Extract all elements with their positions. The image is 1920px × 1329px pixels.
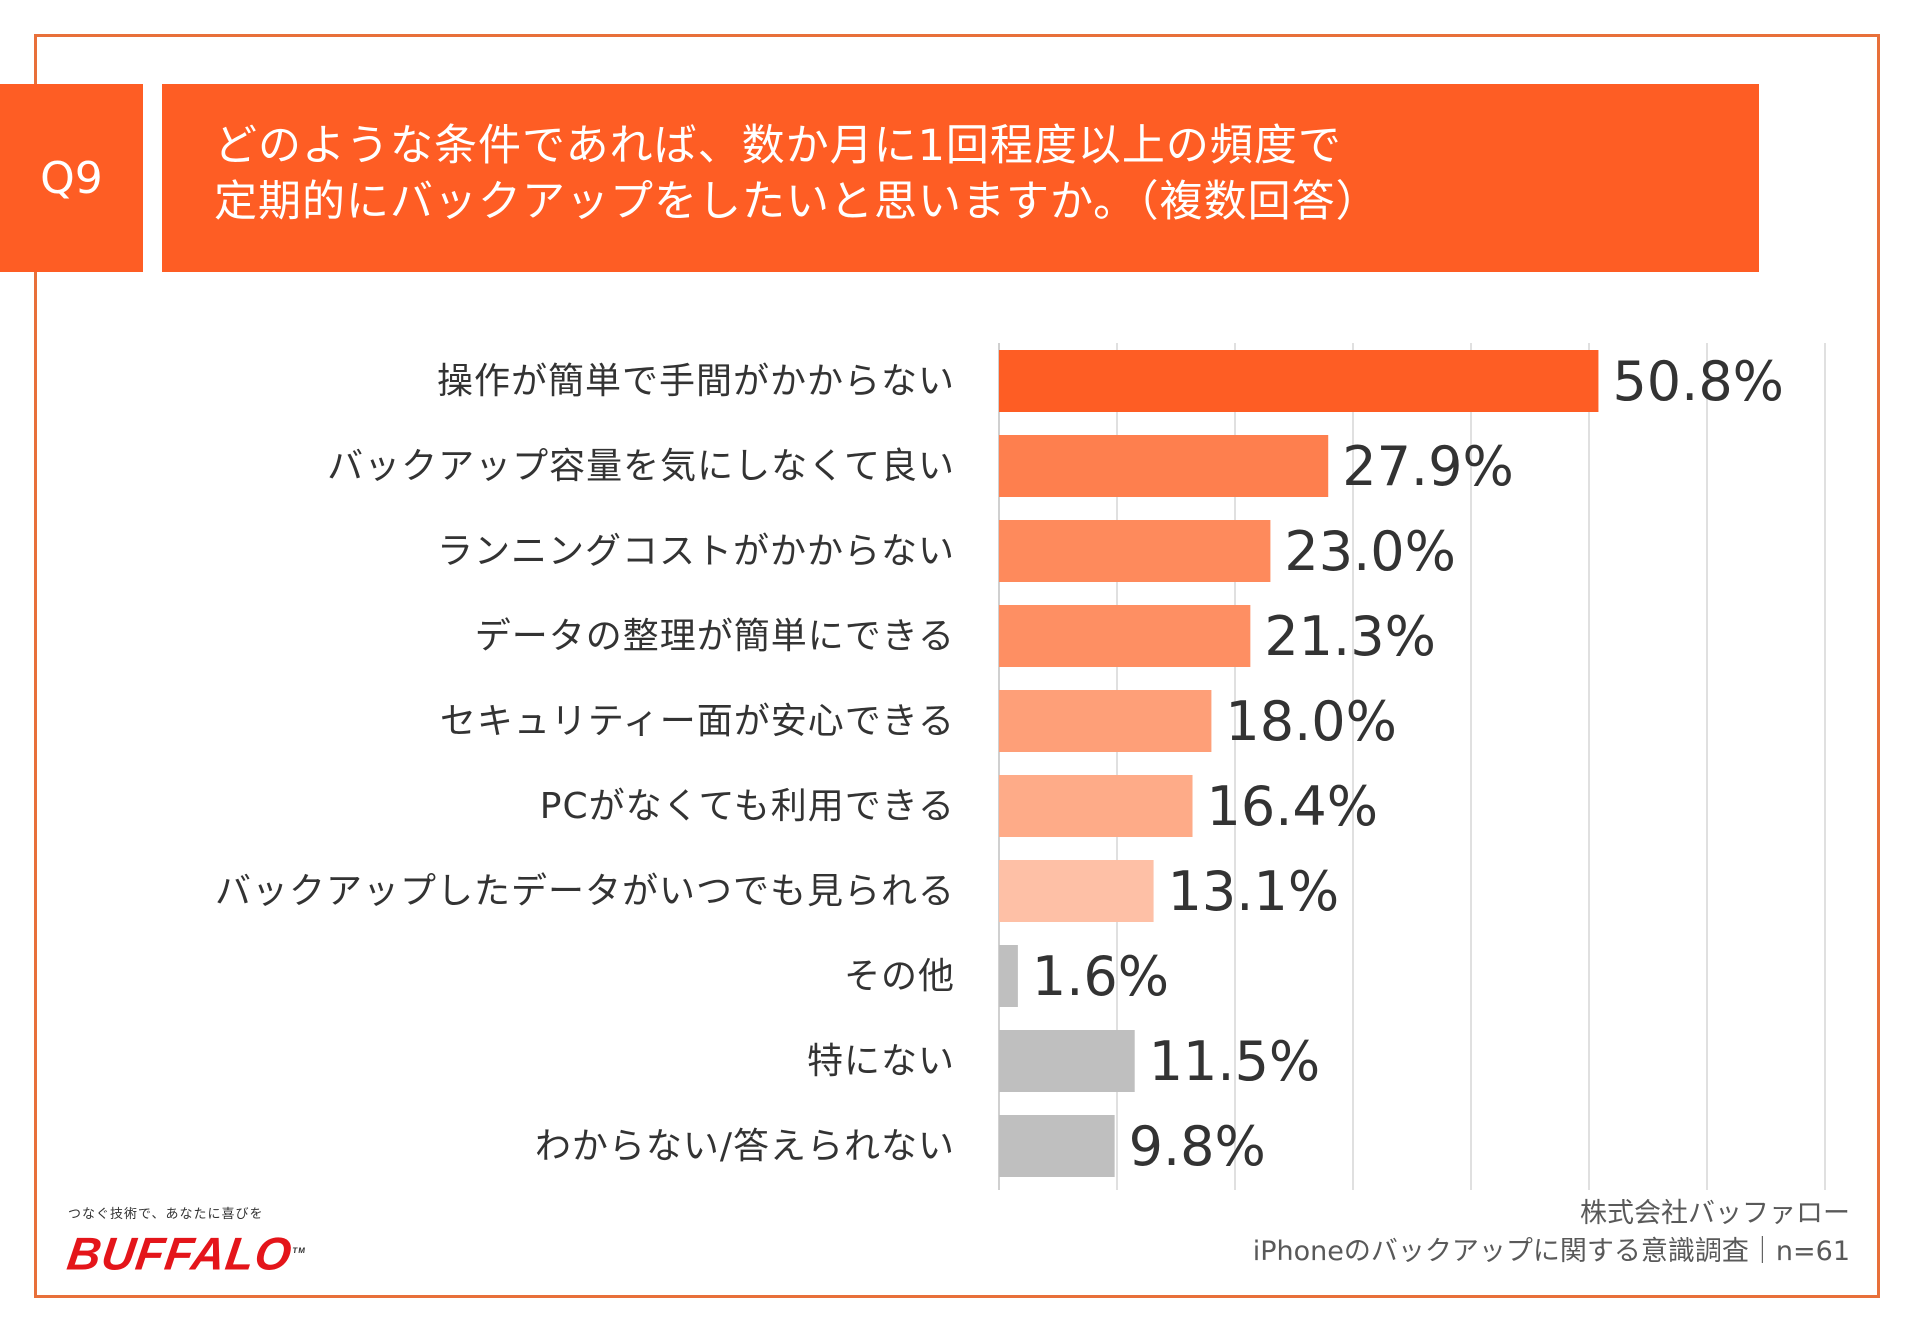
slide-frame — [34, 34, 1880, 1298]
category-label: ランニングコストがかからない — [437, 531, 955, 572]
data-label: 23.0% — [1284, 520, 1456, 583]
question-title: どのような条件であれば、数か月に1回程度以上の頻度で 定期的にバックアップをした… — [162, 84, 1759, 272]
data-label: 18.0% — [1225, 690, 1397, 753]
bar — [999, 435, 1329, 497]
source-company: 株式会社バッファロー — [1580, 1198, 1850, 1229]
question-line-1: どのような条件であれば、数か月に1回程度以上の頻度で — [214, 121, 1342, 171]
data-label: 1.6% — [1032, 945, 1169, 1008]
bar — [999, 775, 1193, 837]
category-label: セキュリティー面が安心できる — [440, 701, 955, 742]
brand-tagline: つなぐ技術で、あなたに喜びを — [68, 1207, 264, 1222]
question-number: Q9 — [40, 152, 103, 204]
trademark-mark: TM — [291, 1246, 307, 1255]
buffalo-logo: BUFFALOTM — [64, 1227, 310, 1280]
question-number-badge: Q9 — [0, 84, 143, 272]
bar — [999, 860, 1154, 922]
bar — [999, 1030, 1135, 1092]
category-label: 操作が簡単で手間がかからない — [437, 361, 955, 402]
data-label: 11.5% — [1149, 1030, 1321, 1093]
buffalo-logo-text: BUFFALO — [64, 1227, 296, 1280]
data-label: 21.3% — [1264, 605, 1436, 668]
data-label: 9.8% — [1129, 1115, 1266, 1178]
bar — [999, 1115, 1115, 1177]
category-label: その他 — [844, 956, 955, 997]
category-label: わからない/答えられない — [535, 1126, 955, 1167]
source-note: 株式会社バッファロー iPhoneのバックアップに関する意識調査｜n=61 — [1253, 1195, 1850, 1271]
bar — [999, 945, 1018, 1007]
category-label: PCがなくても利用できる — [540, 786, 955, 827]
category-label: 特にない — [807, 1041, 955, 1082]
category-label: データの整理が簡単にできる — [475, 616, 955, 657]
buffalo-brand: つなぐ技術で、あなたに喜びを BUFFALOTM — [64, 1203, 306, 1279]
data-label: 13.1% — [1168, 860, 1340, 923]
bar — [999, 350, 1599, 412]
question-line-2: 定期的にバックアップをしたいと思いますか。（複数回答） — [214, 177, 1380, 227]
source-survey: iPhoneのバックアップに関する意識調査｜n=61 — [1252, 1236, 1850, 1267]
bar — [999, 520, 1271, 582]
data-label: 16.4% — [1207, 775, 1379, 838]
bar — [999, 690, 1212, 752]
category-label: バックアップしたデータがいつでも見られる — [215, 871, 955, 912]
bar — [999, 605, 1251, 667]
category-label: バックアップ容量を気にしなくて良い — [327, 446, 955, 487]
data-label: 50.8% — [1612, 350, 1784, 413]
data-label: 27.9% — [1342, 435, 1514, 498]
